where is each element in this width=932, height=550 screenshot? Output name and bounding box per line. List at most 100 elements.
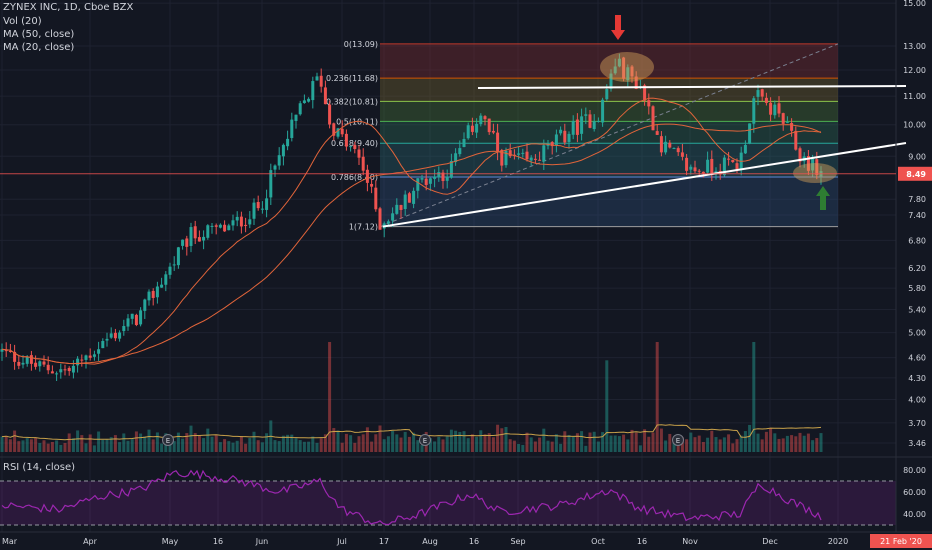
candle-body[interactable] — [756, 90, 760, 97]
candle-body[interactable] — [109, 333, 113, 338]
candle-body[interactable] — [785, 121, 789, 123]
candle-body[interactable] — [395, 204, 399, 214]
candle-body[interactable] — [752, 98, 756, 124]
candle-body[interactable] — [143, 299, 147, 311]
candle-body[interactable] — [437, 172, 441, 178]
candle-body[interactable] — [365, 169, 369, 183]
candle-body[interactable] — [277, 155, 281, 166]
candle-body[interactable] — [617, 58, 621, 67]
candle-body[interactable] — [17, 361, 21, 366]
candle-body[interactable] — [722, 157, 726, 176]
candle-body[interactable] — [412, 190, 416, 204]
earnings-marker[interactable] — [672, 434, 684, 446]
candle-body[interactable] — [487, 118, 491, 133]
candle-body[interactable] — [790, 122, 794, 131]
candle-body[interactable] — [676, 148, 680, 153]
candle-body[interactable] — [601, 99, 605, 123]
candle-body[interactable] — [529, 157, 533, 161]
candle-body[interactable] — [525, 151, 529, 160]
candle-body[interactable] — [55, 373, 59, 375]
candle-body[interactable] — [571, 120, 575, 135]
candle-body[interactable] — [97, 349, 101, 354]
candle-body[interactable] — [462, 139, 466, 148]
candle-body[interactable] — [84, 355, 88, 360]
candle-body[interactable] — [252, 202, 256, 219]
candle-body[interactable] — [71, 365, 75, 373]
candle-body[interactable] — [336, 128, 340, 137]
candle-body[interactable] — [655, 131, 659, 135]
candle-body[interactable] — [764, 97, 768, 103]
candle-body[interactable] — [164, 274, 168, 285]
candle-body[interactable] — [798, 148, 802, 162]
candle-body[interactable] — [748, 123, 752, 144]
candle-body[interactable] — [202, 236, 206, 241]
candle-body[interactable] — [298, 103, 302, 115]
candle-body[interactable] — [290, 119, 294, 138]
candle-body[interactable] — [580, 116, 584, 134]
candle-body[interactable] — [88, 355, 92, 358]
candle-body[interactable] — [479, 115, 483, 125]
candle-body[interactable] — [651, 106, 655, 131]
candle-body[interactable] — [21, 362, 25, 365]
candle-body[interactable] — [29, 355, 33, 364]
candle-body[interactable] — [160, 284, 164, 288]
candle-body[interactable] — [605, 89, 609, 100]
candle-body[interactable] — [634, 76, 638, 89]
candle-body[interactable] — [496, 132, 500, 152]
earnings-marker[interactable] — [419, 434, 431, 446]
candle-body[interactable] — [689, 166, 693, 170]
candle-body[interactable] — [92, 354, 96, 357]
candle-body[interactable] — [407, 193, 411, 203]
candle-body[interactable] — [735, 163, 739, 170]
candle-body[interactable] — [4, 350, 8, 352]
candle-body[interactable] — [500, 149, 504, 166]
candle-body[interactable] — [67, 368, 71, 372]
ma20-indicator-label[interactable]: MA (20, close) — [3, 42, 75, 53]
candle-body[interactable] — [46, 364, 50, 371]
candle-body[interactable] — [176, 247, 180, 266]
candle-body[interactable] — [34, 362, 38, 367]
candle-body[interactable] — [269, 170, 273, 198]
earnings-marker[interactable] — [162, 434, 174, 446]
candle-body[interactable] — [206, 225, 210, 238]
candle-body[interactable] — [424, 178, 428, 185]
candle-body[interactable] — [794, 130, 798, 150]
candle-body[interactable] — [155, 286, 159, 298]
candle-body[interactable] — [42, 361, 46, 365]
candle-body[interactable] — [323, 87, 327, 105]
candle-body[interactable] — [328, 104, 332, 125]
candle-body[interactable] — [349, 146, 353, 148]
candle-body[interactable] — [563, 130, 567, 143]
candle-body[interactable] — [475, 123, 479, 133]
candle-body[interactable] — [302, 100, 306, 104]
candle-body[interactable] — [559, 129, 563, 134]
candle-body[interactable] — [214, 225, 218, 227]
candle-body[interactable] — [147, 291, 151, 301]
candle-body[interactable] — [659, 136, 663, 153]
candle-body[interactable] — [378, 208, 382, 230]
candle-body[interactable] — [122, 326, 126, 332]
candle-body[interactable] — [743, 144, 747, 154]
candle-body[interactable] — [118, 332, 122, 339]
candle-body[interactable] — [811, 158, 815, 171]
candle-body[interactable] — [781, 113, 785, 124]
candle-body[interactable] — [260, 208, 264, 210]
candle-body[interactable] — [483, 116, 487, 120]
candle-body[interactable] — [672, 148, 676, 150]
candle-body[interactable] — [286, 138, 290, 147]
candle-body[interactable] — [8, 351, 12, 353]
candle-body[interactable] — [391, 213, 395, 221]
candle-body[interactable] — [685, 157, 689, 171]
candle-body[interactable] — [80, 359, 84, 361]
candle-body[interactable] — [596, 120, 600, 122]
candle-body[interactable] — [588, 114, 592, 128]
candle-body[interactable] — [256, 202, 260, 209]
candle-body[interactable] — [294, 114, 298, 121]
candle-body[interactable] — [441, 172, 445, 182]
candle-body[interactable] — [126, 318, 130, 327]
candle-body[interactable] — [806, 156, 810, 171]
candle-body[interactable] — [542, 145, 546, 162]
symbol-title[interactable]: ZYNEX INC, 1D, Cboe BZX — [3, 2, 134, 13]
candle-body[interactable] — [533, 158, 537, 160]
rsi-indicator-label[interactable]: RSI (14, close) — [3, 462, 76, 473]
